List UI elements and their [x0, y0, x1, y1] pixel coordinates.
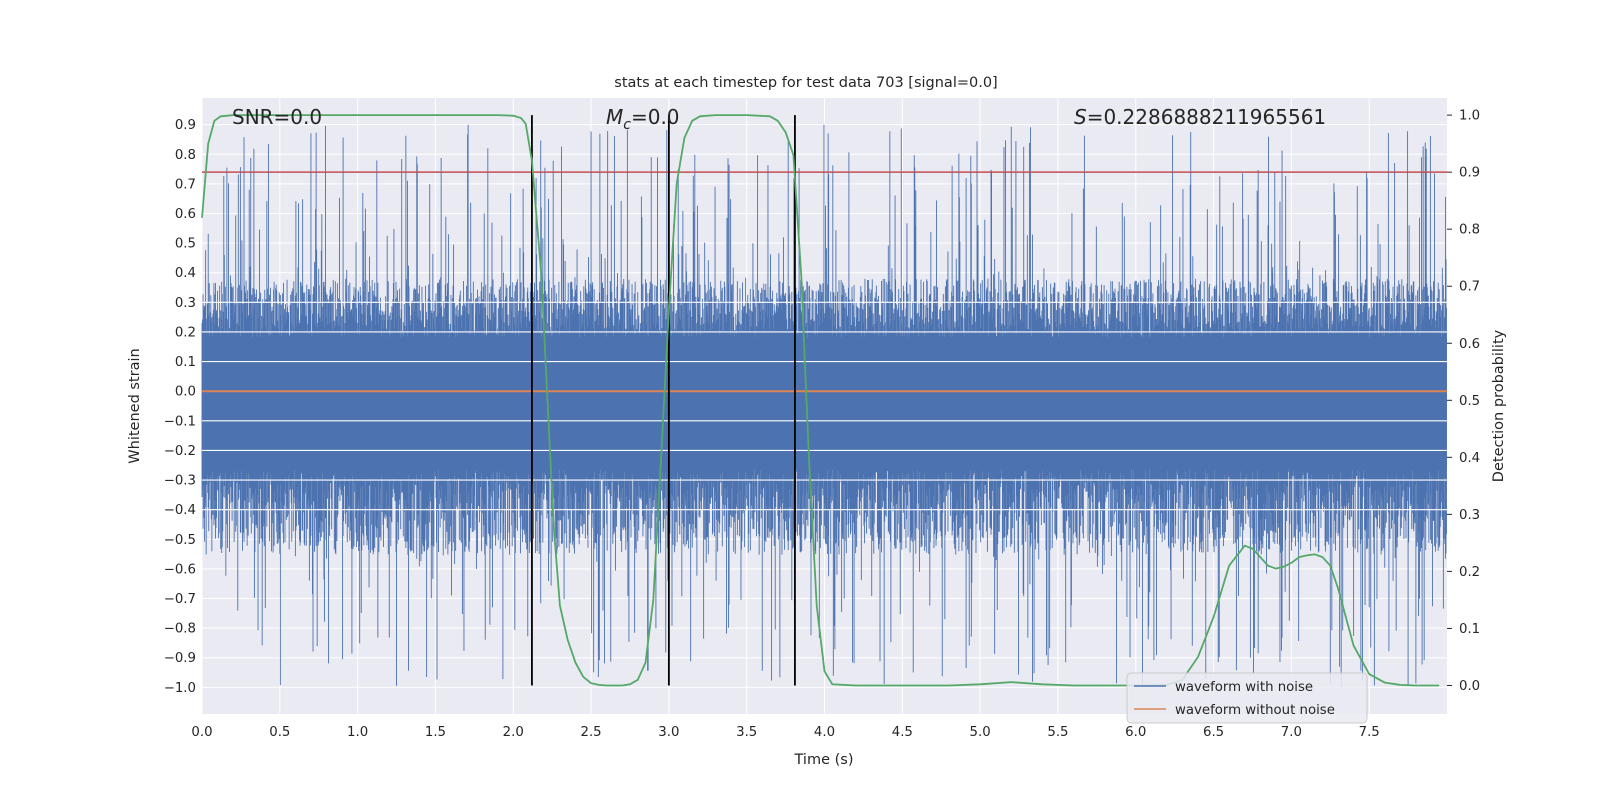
x-tick-label: 3.5	[736, 725, 757, 740]
y-tick-label: 0.2	[175, 325, 196, 340]
x-tick-label: 0.0	[191, 725, 212, 740]
y-tick-label: 0.6	[175, 207, 196, 222]
x-tick-label: 5.0	[970, 725, 991, 740]
y2-tick-label: 1.0	[1459, 109, 1480, 124]
y-axis-label: Whitened strain	[127, 348, 143, 463]
x-tick-label: 4.0	[814, 725, 835, 740]
y2-tick-label: 0.4	[1459, 451, 1480, 466]
x-tick-label: 6.5	[1203, 725, 1224, 740]
chirp-mass-subscript: c	[623, 117, 631, 133]
legend-label-clean: waveform without noise	[1175, 703, 1335, 718]
y-tick-label: −0.3	[164, 474, 196, 489]
y2-axis-label: Detection probability	[1491, 329, 1507, 482]
chirp-mass-annotation: Mc=0.0	[606, 105, 680, 133]
x-tick-label: 7.0	[1281, 725, 1302, 740]
chart-title: stats at each timestep for test data 703…	[614, 75, 997, 91]
snr-annotation: SNR=0.0	[232, 105, 322, 129]
y2-tick-label: 0.1	[1459, 622, 1480, 637]
score-symbol: S	[1074, 105, 1087, 129]
score-annotation: S=0.2286888211965561	[1074, 105, 1326, 129]
reference-lines	[202, 115, 1447, 686]
y-tick-label: −0.6	[164, 562, 196, 577]
x-tick-label: 5.5	[1047, 725, 1068, 740]
detection-probability-line	[201, 114, 1440, 687]
legend: waveform with noise waveform without noi…	[1126, 672, 1368, 724]
detection-probability-series	[201, 114, 1440, 687]
x-tick-label: 2.0	[503, 725, 524, 740]
chirp-mass-value: =0.0	[631, 105, 680, 129]
y-tick-label: 0.0	[175, 385, 196, 400]
legend-label-noise: waveform with noise	[1175, 680, 1313, 695]
y-tick-label: −0.9	[164, 651, 196, 666]
y2-tick-label: 0.5	[1459, 394, 1480, 409]
x-tick-label: 7.5	[1359, 725, 1380, 740]
y-tick-label: −1.0	[164, 681, 196, 696]
x-tick-label: 1.5	[425, 725, 446, 740]
y-tick-label: −0.4	[164, 503, 196, 518]
legend-box	[1126, 672, 1368, 724]
y-tick-label: −0.1	[164, 414, 196, 429]
y-tick-label: 0.5	[175, 237, 196, 252]
y-tick-label: 0.3	[175, 296, 196, 311]
y-tick-label: −0.5	[164, 533, 196, 548]
noise-waveform-core	[202, 337, 1447, 470]
x-tick-label: 4.5	[892, 725, 913, 740]
x-tick-label: 3.0	[658, 725, 679, 740]
y-tick-label: 0.4	[175, 266, 196, 281]
y2-tick-label: 0.6	[1459, 337, 1480, 352]
x-tick-label: 6.0	[1125, 725, 1146, 740]
x-tick-label: 0.5	[269, 725, 290, 740]
waveform-with-noise-series	[201, 124, 1447, 687]
x-tick-label: 2.5	[580, 725, 601, 740]
y-tick-label: −0.8	[164, 622, 196, 637]
y-tick-label: 0.1	[175, 355, 196, 370]
y2-tick-label: 0.0	[1459, 679, 1480, 694]
y-tick-label: −0.7	[164, 592, 196, 607]
y-tick-label: 0.8	[175, 148, 196, 163]
y-tick-label: 0.9	[175, 118, 196, 133]
chirp-mass-symbol: M	[606, 105, 623, 129]
y-tick-label: −0.2	[164, 444, 196, 459]
y2-tick-label: 0.2	[1459, 565, 1480, 580]
y-tick-label: 0.7	[175, 177, 196, 192]
y2-tick-label: 0.7	[1459, 280, 1480, 295]
score-value: =0.2286888211965561	[1087, 105, 1326, 129]
y2-tick-label: 0.8	[1459, 223, 1480, 238]
y2-tick-label: 0.9	[1459, 166, 1480, 181]
axis-ticks: 0.0 0.5 1.0 1.5 2.0 2.5 3.0 3.5 4.0 4.5 5.0 5.5 6.0 6…	[164, 109, 1480, 740]
x-axis-label: Time (s)	[794, 752, 854, 768]
x-tick-label: 1.0	[347, 725, 368, 740]
y2-tick-label: 0.3	[1459, 508, 1480, 523]
